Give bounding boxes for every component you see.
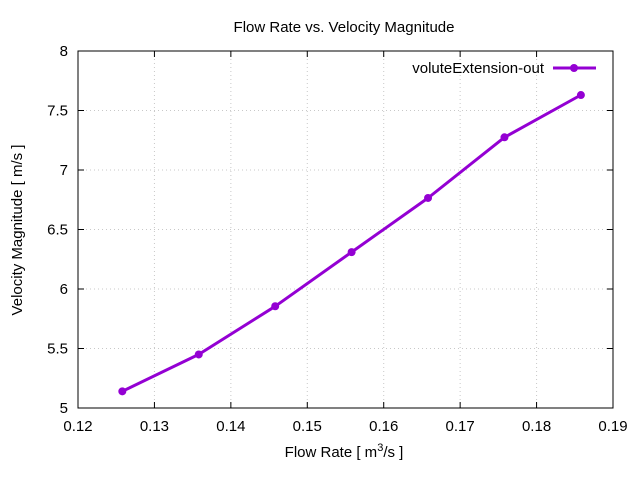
data-point [347, 248, 356, 257]
y-tick-label: 6.5 [47, 222, 68, 239]
x-axis-title-suffix: /s ] [383, 444, 403, 461]
legend-label: voluteExtension-out [412, 60, 545, 77]
data-point [118, 387, 127, 396]
chart-title: Flow Rate vs. Velocity Magnitude [234, 19, 455, 36]
x-tick-label: 0.19 [598, 418, 627, 435]
x-tick-label: 0.13 [140, 418, 169, 435]
x-axis-title: Flow Rate [ m3/s ] [285, 442, 404, 461]
data-point [424, 193, 433, 202]
y-tick-labels: 5 5.5 6 6.5 7 7.5 8 [47, 43, 68, 417]
y-tick-label: 7.5 [47, 103, 68, 120]
x-tick-label: 0.16 [369, 418, 398, 435]
y-tick-label: 6 [60, 281, 68, 298]
data-point [271, 302, 280, 311]
y-tick-label: 7 [60, 162, 68, 179]
series-line [121, 93, 582, 393]
grid-lines [78, 51, 613, 408]
x-tick-label: 0.17 [446, 418, 475, 435]
y-tick-label: 5.5 [47, 341, 68, 358]
x-axis-title-main: Flow Rate [ m [285, 444, 378, 461]
x-tick-labels: 0.12 0.13 0.14 0.15 0.16 0.17 0.18 0.19 [63, 418, 627, 435]
axis-ticks [77, 50, 614, 409]
series-layer [118, 91, 585, 396]
x-tick-label: 0.12 [63, 418, 92, 435]
x-tick-label: 0.15 [293, 418, 322, 435]
data-point [576, 91, 585, 100]
x-tick-label: 0.18 [522, 418, 551, 435]
y-axis-title: Velocity Magnitude [ m/s ] [9, 145, 26, 316]
legend: voluteExtension-out [412, 60, 596, 77]
y-tick-label: 8 [60, 43, 68, 60]
data-point [500, 133, 509, 142]
x-axis-title-superscript: 3 [377, 442, 383, 454]
x-tick-label: 0.14 [216, 418, 245, 435]
y-tick-label: 5 [60, 400, 68, 417]
data-point [194, 350, 203, 359]
legend-marker-sample [570, 64, 578, 72]
